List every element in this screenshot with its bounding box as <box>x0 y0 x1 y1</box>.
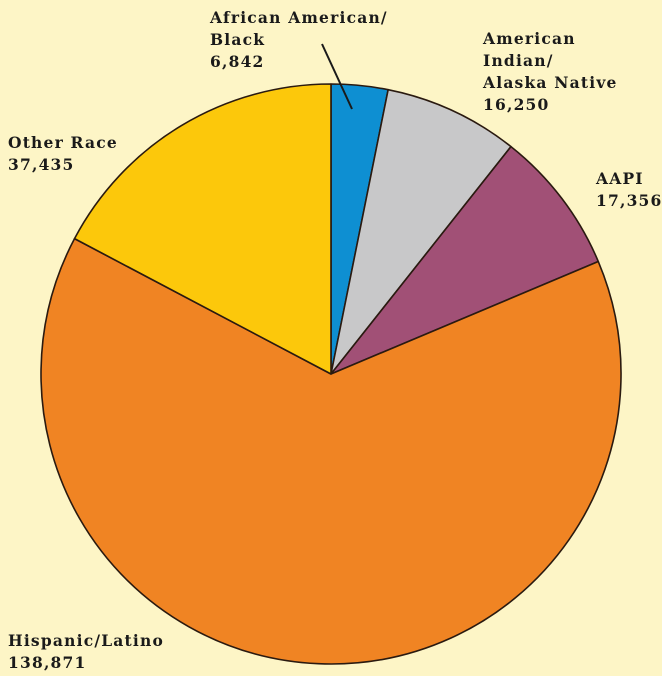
pie-slices <box>40 83 622 665</box>
value-american-indian: 16,250 <box>483 95 550 114</box>
label-aapi-line-1: AAPI <box>596 169 644 188</box>
label-other-race: Other Race 37,435 <box>8 132 118 176</box>
value-african-american: 6,842 <box>210 52 265 71</box>
label-aapi: AAPI 17,356 <box>596 168 662 212</box>
leader-line-african-american <box>321 43 353 110</box>
label-american-indian-line-3: Alaska Native <box>483 73 618 92</box>
value-hispanic-latino: 138,871 <box>8 653 87 672</box>
value-other-race: 37,435 <box>8 155 75 174</box>
label-african-american: African American/ Black 6,842 <box>210 7 388 73</box>
label-american-indian-line-2: Indian/ <box>483 51 554 70</box>
label-hispanic-latino-line-1: Hispanic/Latino <box>8 631 164 650</box>
pie-slice-american-indian-alaska-native <box>330 88 512 375</box>
label-african-american-line-1: African American/ <box>210 8 388 27</box>
label-african-american-line-2: Black <box>210 30 266 49</box>
pie-slice-other-race <box>73 83 332 375</box>
pie-slice-hispanic-latino <box>40 237 622 665</box>
label-other-race-line-1: Other Race <box>8 133 118 152</box>
label-american-indian: American Indian/ Alaska Native 16,250 <box>483 28 618 116</box>
label-hispanic-latino: Hispanic/Latino 138,871 <box>8 630 164 674</box>
pie-slice-aapi <box>330 145 600 375</box>
label-american-indian-line-1: American <box>483 29 576 48</box>
value-aapi: 17,356 <box>596 191 662 210</box>
